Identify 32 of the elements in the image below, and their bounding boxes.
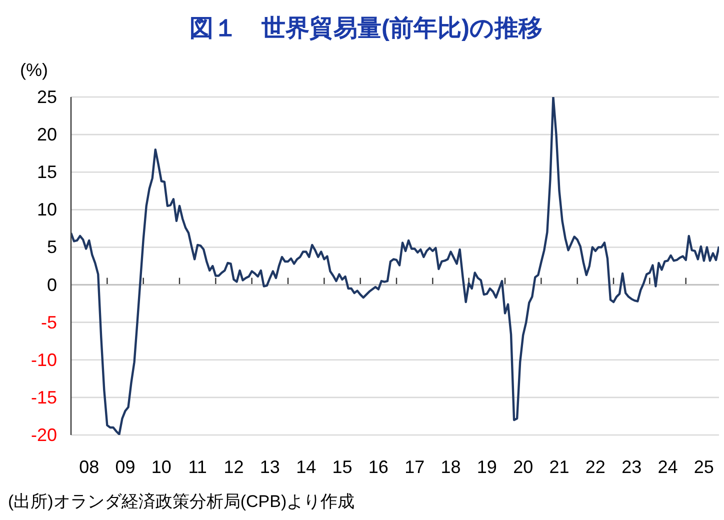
line-series <box>71 97 719 435</box>
x-tick-label: 08 <box>79 457 100 477</box>
x-tick-label: 14 <box>296 457 316 477</box>
x-tick-label: 13 <box>260 457 280 477</box>
y-tick-label: -10 <box>30 350 57 370</box>
x-tick-label: 23 <box>622 457 642 477</box>
x-tick-label: 10 <box>151 457 172 477</box>
y-tick-label: -5 <box>40 312 57 332</box>
x-tick-label: 20 <box>513 457 534 477</box>
text: (出所)オランダ経済政策分析局(CPB)より作成 <box>8 491 355 513</box>
x-tick-label: 12 <box>224 457 244 477</box>
x-tick-label: 17 <box>404 457 425 477</box>
y-tick-label: 25 <box>36 87 57 107</box>
x-tick-label: 15 <box>332 457 352 477</box>
y-tick-label: -20 <box>30 425 57 445</box>
x-tick-label: 22 <box>585 457 606 477</box>
chart-title: 図１ 世界貿易量(前年比)の推移 <box>188 14 544 44</box>
x-tick-label: 16 <box>368 457 388 477</box>
y-axis-title: (%) <box>20 60 48 81</box>
x-tick-label: 19 <box>476 457 497 477</box>
y-tick-label: 5 <box>46 237 57 258</box>
x-tick-label: 11 <box>188 457 207 477</box>
x-tick-label: 18 <box>440 457 461 477</box>
y-tick-label: -15 <box>30 387 57 408</box>
x-tick-label: 21 <box>549 457 570 477</box>
x-tick-label: 24 <box>658 457 678 477</box>
x-tick-label: 09 <box>115 457 136 477</box>
y-tick-label: 15 <box>36 162 57 182</box>
y-tick-label: 0 <box>46 274 57 295</box>
y-tick-label: 20 <box>36 124 57 145</box>
x-tick-label: 25 <box>694 457 714 477</box>
y-tick-label: 10 <box>36 200 57 220</box>
